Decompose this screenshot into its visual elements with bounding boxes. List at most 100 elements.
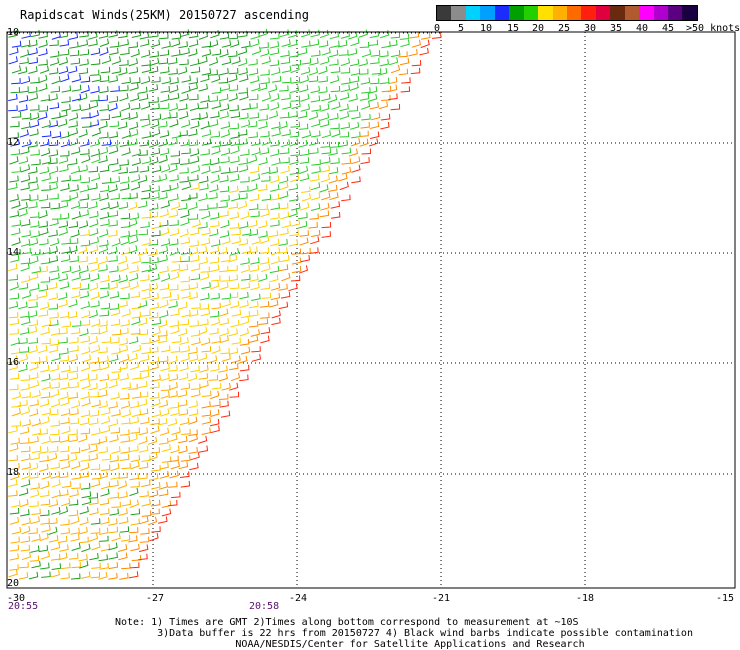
wind-barb bbox=[210, 317, 221, 326]
wind-barb bbox=[110, 85, 120, 92]
wind-barb bbox=[321, 93, 331, 102]
wind-barb bbox=[279, 191, 289, 200]
wind-barb bbox=[59, 150, 70, 157]
wind-barb bbox=[208, 39, 219, 48]
wind-barb bbox=[28, 345, 38, 354]
wind-barb bbox=[117, 121, 128, 130]
wind-barb bbox=[21, 247, 31, 255]
wind-barb bbox=[39, 301, 50, 310]
wind-barb bbox=[131, 174, 141, 183]
wind-barb bbox=[121, 130, 131, 139]
wind-barb bbox=[330, 85, 341, 93]
wind-barb bbox=[169, 174, 179, 182]
wind-barb bbox=[108, 210, 119, 218]
wind-barb bbox=[111, 274, 121, 283]
wind-barb bbox=[80, 240, 91, 247]
wind-barb bbox=[128, 166, 139, 173]
wind-barb bbox=[200, 308, 211, 317]
wind-barb bbox=[98, 264, 108, 272]
wind-barb bbox=[239, 300, 249, 309]
wind-barb bbox=[340, 67, 351, 74]
wind-barb bbox=[341, 166, 352, 175]
wind-barb bbox=[231, 56, 241, 65]
wind-barb bbox=[38, 210, 48, 219]
wind-barb bbox=[41, 338, 51, 345]
wind-barb bbox=[280, 139, 291, 148]
wind-barb bbox=[38, 356, 48, 363]
wind-barb bbox=[18, 337, 28, 345]
wind-barb bbox=[248, 102, 258, 110]
wind-barb bbox=[130, 103, 141, 110]
wind-barb bbox=[271, 75, 282, 83]
wind-barb bbox=[60, 527, 70, 535]
wind-barb bbox=[129, 128, 139, 138]
wind-barb bbox=[129, 265, 139, 273]
wind-barb bbox=[178, 301, 188, 310]
wind-barb bbox=[230, 193, 241, 202]
wind-barb bbox=[270, 33, 280, 40]
wind-barb bbox=[331, 129, 341, 138]
wind-barb bbox=[8, 490, 18, 497]
wind-barb bbox=[249, 112, 260, 119]
wind-barb bbox=[10, 121, 20, 128]
wind-barb bbox=[19, 86, 29, 93]
wind-barb bbox=[138, 408, 149, 416]
wind-barb bbox=[118, 300, 128, 308]
wind-barb bbox=[91, 74, 102, 83]
wind-barb bbox=[121, 409, 131, 418]
wind-barb bbox=[188, 309, 199, 317]
wind-barb bbox=[131, 409, 142, 418]
wind-barb bbox=[289, 168, 300, 175]
wind-barb bbox=[268, 110, 279, 119]
wind-barb bbox=[121, 308, 131, 317]
wind-barb bbox=[209, 228, 219, 237]
wind-barb bbox=[31, 418, 41, 427]
wind-barb bbox=[281, 93, 291, 101]
wind-barb bbox=[138, 544, 149, 553]
legend-label: 0 bbox=[434, 23, 441, 34]
wind-barb bbox=[411, 39, 421, 48]
wind-barb bbox=[219, 308, 229, 317]
wind-barb bbox=[238, 158, 248, 165]
wind-barb bbox=[388, 39, 398, 47]
wind-barb bbox=[91, 399, 101, 408]
wind-barb bbox=[91, 127, 101, 137]
wind-barb bbox=[41, 130, 52, 138]
wind-barb bbox=[138, 398, 148, 407]
wind-barb bbox=[138, 473, 148, 480]
wind-barb bbox=[128, 66, 139, 74]
wind-barb bbox=[248, 68, 259, 76]
wind-barb bbox=[380, 122, 390, 130]
wind-barb bbox=[120, 447, 130, 454]
wind-barb bbox=[119, 139, 130, 147]
wind-barb bbox=[190, 365, 200, 373]
wind-barb bbox=[20, 536, 31, 543]
wind-barb bbox=[58, 200, 69, 209]
wind-barb bbox=[331, 101, 341, 110]
wind-barb bbox=[88, 100, 99, 109]
wind-barb bbox=[210, 239, 221, 247]
wind-barb bbox=[189, 462, 199, 471]
wind-barb bbox=[100, 114, 111, 121]
wind-barb bbox=[19, 426, 30, 435]
wind-barb bbox=[67, 158, 78, 166]
wind-barb bbox=[188, 202, 198, 211]
wind-barb bbox=[171, 256, 182, 263]
wind-barb bbox=[69, 489, 79, 498]
wind-barb bbox=[8, 93, 18, 102]
wind-barb bbox=[101, 454, 112, 461]
wind-barb bbox=[91, 428, 101, 436]
wind-barb bbox=[160, 200, 170, 209]
wind-barb bbox=[81, 398, 91, 407]
wind-barb bbox=[41, 247, 51, 255]
wind-barb bbox=[140, 274, 150, 282]
wind-barb bbox=[179, 176, 189, 183]
wind-barb bbox=[79, 536, 89, 544]
wind-barb bbox=[131, 77, 141, 84]
wind-barb bbox=[11, 227, 21, 236]
wind-barb bbox=[208, 192, 218, 200]
wind-barb bbox=[399, 57, 410, 66]
wind-barb bbox=[321, 192, 331, 201]
wind-barb bbox=[28, 39, 38, 48]
wind-barb bbox=[310, 174, 320, 182]
